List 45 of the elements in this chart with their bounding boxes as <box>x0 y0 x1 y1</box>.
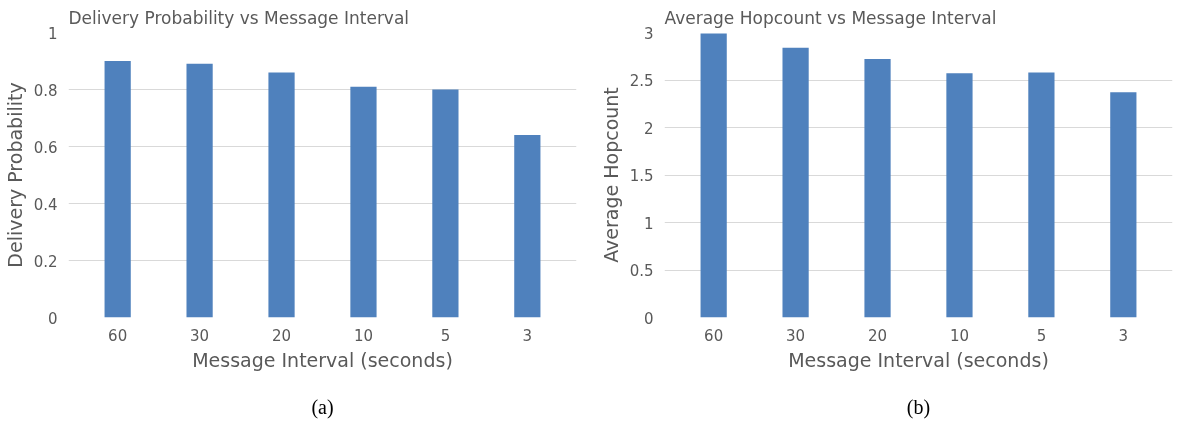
text: (a) <box>311 395 334 419</box>
bar <box>104 61 131 318</box>
y-tick-label: 0.8 <box>33 81 58 100</box>
x-tick-label: 10 <box>353 326 374 345</box>
x-axis-title: Message Interval (seconds) <box>192 348 453 371</box>
y-tick-label: 3 <box>643 24 654 43</box>
y-tick-label: 0 <box>643 309 654 328</box>
y-tick-label: 0.5 <box>629 262 654 280</box>
x-tick-label: 5 <box>1036 326 1047 345</box>
bar <box>946 73 973 318</box>
bar <box>1028 72 1055 318</box>
bar <box>432 89 459 318</box>
y-tick-label: 1 <box>47 24 58 43</box>
y-axis-title: Average Hopcount <box>599 87 622 263</box>
chart-title: Average Hopcount vs Message Interval <box>664 7 997 28</box>
y-tick-label: 0.6 <box>33 138 58 157</box>
x-tick-label: 10 <box>949 326 970 345</box>
y-tick-label: 0 <box>47 309 58 328</box>
y-tick-label: 2 <box>643 119 654 138</box>
bar <box>864 59 891 318</box>
bar <box>186 63 213 318</box>
bar <box>782 47 809 318</box>
chart-title: Delivery Probability vs Message Interval <box>68 7 410 28</box>
bar <box>514 135 541 318</box>
x-tick-label: 20 <box>867 326 888 345</box>
x-tick-label: 60 <box>704 326 724 345</box>
x-tick-label: 30 <box>190 326 210 345</box>
y-tick-label: 1.5 <box>629 167 654 185</box>
y-tick-label: 2.5 <box>629 72 654 90</box>
bar <box>1110 92 1137 318</box>
bar <box>700 33 727 318</box>
y-tick-label: 0.4 <box>33 195 58 214</box>
x-tick-label: 3 <box>522 326 533 345</box>
x-axis-title: Message Interval (seconds) <box>788 348 1049 371</box>
y-axis-title: Delivery Probability <box>3 82 26 268</box>
x-tick-label: 30 <box>786 326 806 345</box>
bar <box>268 72 295 318</box>
y-tick-label: 1 <box>643 214 654 233</box>
x-tick-label: 20 <box>271 326 292 345</box>
bar <box>350 86 377 318</box>
x-tick-label: 60 <box>108 326 128 345</box>
x-tick-label: 3 <box>1118 326 1129 345</box>
text: (b) <box>906 395 931 419</box>
x-tick-label: 5 <box>440 326 451 345</box>
y-tick-label: 0.2 <box>33 252 58 271</box>
